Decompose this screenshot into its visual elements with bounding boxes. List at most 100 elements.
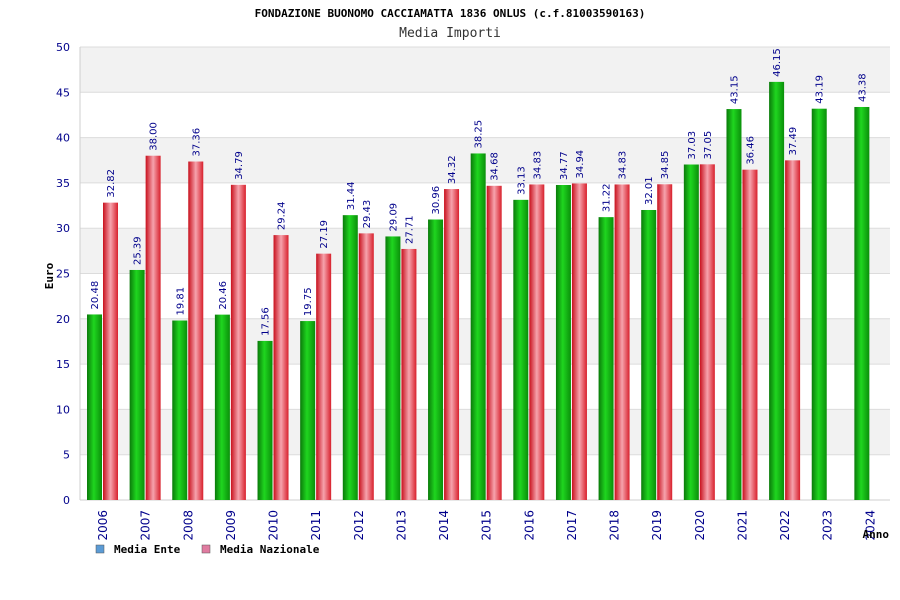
bar-media-nazionale xyxy=(486,185,502,500)
data-label: 38.00 xyxy=(149,122,160,151)
y-tick-label: 20 xyxy=(56,313,70,326)
x-tick-label: 2009 xyxy=(224,510,238,541)
data-label: 17.56 xyxy=(261,307,272,336)
y-tick-label: 25 xyxy=(56,268,70,281)
y-tick-label: 10 xyxy=(56,403,70,416)
bar-media-nazionale xyxy=(529,184,545,501)
x-tick-label: 2015 xyxy=(480,510,494,541)
data-label: 32.01 xyxy=(644,176,655,205)
bar-media-ente xyxy=(385,236,401,501)
data-label: 31.22 xyxy=(602,184,613,213)
x-tick-label: 2019 xyxy=(650,510,664,541)
y-tick-label: 35 xyxy=(56,177,70,190)
data-label: 34.83 xyxy=(532,151,543,180)
data-label: 34.68 xyxy=(490,152,501,181)
x-tick-label: 2022 xyxy=(778,510,792,541)
data-label: 29.09 xyxy=(388,203,399,232)
y-tick-label: 45 xyxy=(56,86,70,99)
data-label: 34.79 xyxy=(234,151,245,180)
data-label: 29.24 xyxy=(277,201,288,230)
data-label: 27.19 xyxy=(319,220,330,249)
data-label: 20.46 xyxy=(218,281,229,310)
x-axis-ticks: 2006 2007 2008 2009 2010 2011 2012 2013 2014 2015… xyxy=(96,510,877,541)
x-tick-label: 2008 xyxy=(181,510,195,541)
data-label: 43.38 xyxy=(857,73,868,102)
data-label: 43.19 xyxy=(815,75,826,104)
chart-subtitle: Media Importi xyxy=(399,26,501,41)
data-label: 29.43 xyxy=(362,200,373,229)
grid-band xyxy=(80,92,890,138)
y-tick-label: 15 xyxy=(56,358,70,371)
x-tick-label: 2017 xyxy=(565,510,579,541)
bar-media-nazionale xyxy=(614,184,630,501)
data-label: 46.15 xyxy=(772,48,783,77)
data-label: 19.81 xyxy=(175,287,186,316)
bar-media-ente xyxy=(769,81,785,501)
bar-media-nazionale xyxy=(785,160,801,500)
legend-swatch-media-ente xyxy=(95,544,105,554)
bar-media-nazionale xyxy=(145,155,161,500)
x-axis-label: Anno xyxy=(863,528,890,541)
bar-media-nazionale xyxy=(742,169,758,500)
bar-media-ente xyxy=(726,109,742,500)
bar-media-ente xyxy=(854,106,870,500)
x-tick-label: 2006 xyxy=(96,510,110,541)
legend-swatch-media-nazionale xyxy=(201,544,211,554)
x-tick-label: 2020 xyxy=(693,510,707,541)
y-tick-label: 50 xyxy=(56,41,70,54)
x-tick-label: 2013 xyxy=(394,510,408,541)
bar-media-nazionale xyxy=(657,184,673,500)
data-label: 33.13 xyxy=(516,166,527,195)
x-tick-label: 2007 xyxy=(139,510,153,541)
data-label: 36.46 xyxy=(745,136,756,165)
data-label: 27.71 xyxy=(404,215,415,244)
data-label: 20.48 xyxy=(90,281,101,310)
legend: Media Ente Media Nazionale xyxy=(95,543,320,556)
bar-media-nazionale xyxy=(401,248,417,500)
x-tick-label: 2016 xyxy=(522,510,536,541)
data-label: 25.39 xyxy=(133,236,144,265)
x-tick-label: 2012 xyxy=(352,510,366,541)
bar-media-nazionale xyxy=(571,183,587,500)
bar-media-nazionale xyxy=(103,202,118,500)
data-label: 34.77 xyxy=(559,151,570,180)
legend-label-media-nazionale: Media Nazionale xyxy=(220,543,320,556)
data-label: 37.36 xyxy=(191,128,202,157)
x-tick-label: 2021 xyxy=(735,510,749,541)
data-label: 34.94 xyxy=(575,150,586,179)
bar-media-ente xyxy=(342,215,358,500)
bar-media-nazionale xyxy=(444,189,460,501)
y-axis-label: Euro xyxy=(43,262,56,289)
bar-media-nazionale xyxy=(188,161,204,500)
bar-media-ente xyxy=(683,164,699,501)
bar-media-ente xyxy=(87,314,102,500)
bar-media-ente xyxy=(470,153,486,500)
y-axis-ticks: 0 5 10 15 20 25 30 35 40 45 50 xyxy=(56,41,70,507)
data-label: 19.75 xyxy=(303,287,314,316)
data-label: 37.05 xyxy=(703,131,714,160)
bar-media-nazionale xyxy=(273,235,289,500)
data-label: 34.85 xyxy=(660,151,671,180)
bar-media-ente xyxy=(641,209,657,501)
x-tick-label: 2018 xyxy=(608,510,622,541)
y-tick-label: 30 xyxy=(56,222,70,235)
y-tick-label: 40 xyxy=(56,132,70,145)
bar-media-nazionale xyxy=(230,184,246,500)
bar-media-ente xyxy=(598,217,614,501)
legend-label-media-ente: Media Ente xyxy=(114,543,181,556)
data-label: 37.03 xyxy=(687,131,698,160)
data-label: 34.32 xyxy=(447,155,458,184)
x-tick-label: 2014 xyxy=(437,510,451,541)
bar-media-nazionale xyxy=(316,253,332,500)
x-tick-label: 2024 xyxy=(863,510,877,541)
data-label: 38.25 xyxy=(474,120,485,149)
data-label: 34.83 xyxy=(618,151,629,180)
bar-media-nazionale xyxy=(358,233,374,500)
y-tick-label: 5 xyxy=(63,449,70,462)
bar-media-ente xyxy=(555,184,571,500)
bar-media-ente xyxy=(513,199,529,500)
bar-media-ente xyxy=(428,219,444,501)
y-tick-label: 0 xyxy=(63,494,70,507)
x-tick-label: 2023 xyxy=(821,510,835,541)
